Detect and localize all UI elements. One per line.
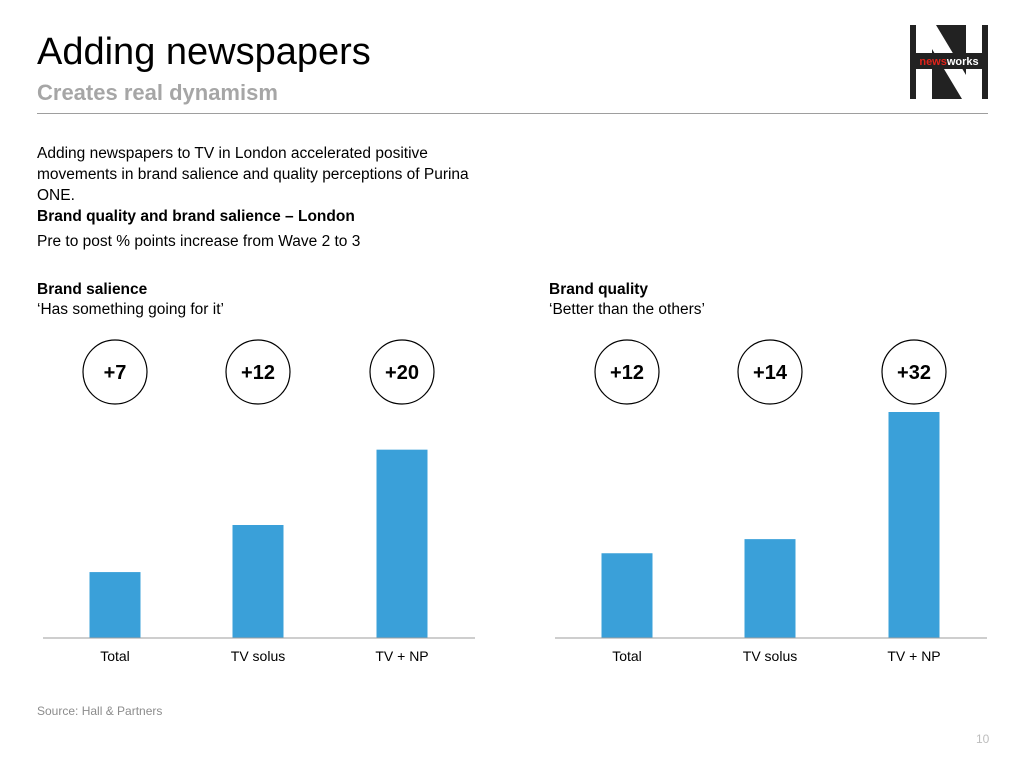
data-label-circle xyxy=(881,339,947,405)
page-number: 10 xyxy=(976,732,990,746)
data-label-circle xyxy=(82,339,148,405)
data-label-circle xyxy=(737,339,803,405)
data-label: +12 xyxy=(610,362,644,384)
page-title: Adding newspapers xyxy=(37,31,371,73)
data-label: +20 xyxy=(385,362,419,384)
source-note: Source: Hall & Partners xyxy=(37,704,163,718)
bar-tv-solus xyxy=(232,525,284,638)
bar-total xyxy=(89,572,141,638)
data-label-circle xyxy=(225,339,291,405)
page-subtitle: Creates real dynamism xyxy=(37,80,278,105)
data-label: +14 xyxy=(753,362,788,384)
newsworks-logo: newsworks xyxy=(910,25,988,99)
bar-tv-solus xyxy=(744,539,796,638)
data-label: +12 xyxy=(241,362,275,384)
data-label: +7 xyxy=(104,362,127,384)
x-tick-label: TV + NP xyxy=(887,648,940,664)
bar-tv-np xyxy=(376,449,428,638)
data-label-circle xyxy=(369,339,435,405)
brand-salience-chart: +7 Total +12 TV solus +20 TV + NP xyxy=(43,339,475,664)
header-divider xyxy=(37,113,988,114)
intro-note: Pre to post % points increase from Wave … xyxy=(37,233,361,250)
svg-text:newsworks: newsworks xyxy=(919,56,978,68)
chart-title: Brand quality xyxy=(549,281,649,298)
data-label: +32 xyxy=(897,362,931,384)
data-label-circle xyxy=(594,339,660,405)
chart-subtitle: ‘Has something going for it’ xyxy=(37,301,224,318)
x-tick-label: TV solus xyxy=(743,648,797,664)
x-tick-label: Total xyxy=(100,648,130,664)
bar-total xyxy=(601,553,653,638)
bar-tv-np xyxy=(888,412,940,638)
chart-title: Brand salience xyxy=(37,281,148,298)
chart-subtitle: ‘Better than the others’ xyxy=(549,301,705,318)
panel-header-quality: Brand quality ‘Better than the others’ xyxy=(549,280,705,320)
x-tick-label: TV solus xyxy=(231,648,285,664)
brand-quality-chart: +12 Total +14 TV solus +32 TV + NP xyxy=(555,339,987,664)
logo-text-works: works xyxy=(946,56,979,68)
panel-header-salience: Brand salience ‘Has something going for … xyxy=(37,280,224,320)
intro-heading: Brand quality and brand salience – Londo… xyxy=(37,208,355,225)
x-tick-label: TV + NP xyxy=(375,648,428,664)
logo-text-news: news xyxy=(919,56,947,68)
x-tick-label: Total xyxy=(612,648,642,664)
intro-paragraph: Adding newspapers to TV in London accele… xyxy=(37,145,469,204)
